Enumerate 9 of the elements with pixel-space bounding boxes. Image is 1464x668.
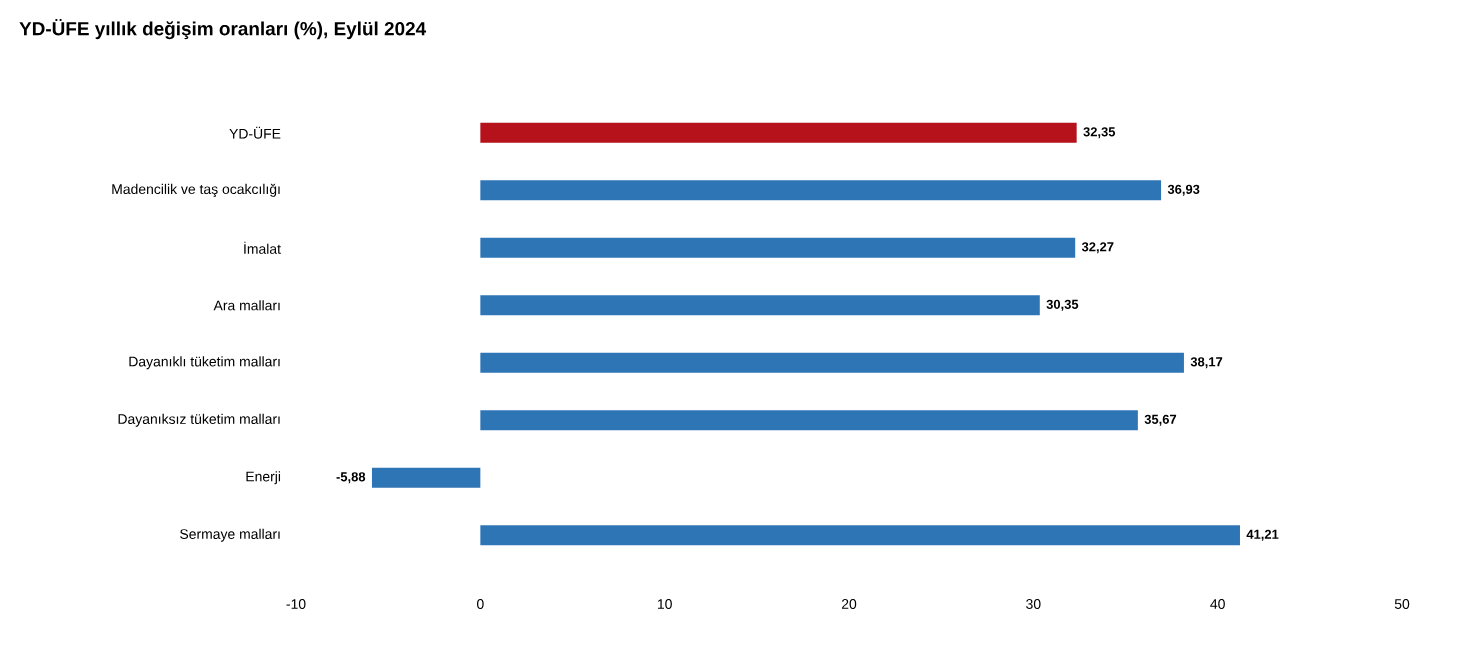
bar (480, 295, 1040, 316)
bar (480, 525, 1240, 546)
bar (480, 352, 1184, 373)
chart-title: YD-ÜFE yıllık değişim oranları (%), Eylül 2024 (19, 19, 427, 40)
bar (480, 180, 1162, 201)
bar (371, 467, 481, 488)
bar (480, 410, 1138, 431)
bar (480, 122, 1077, 143)
bar (480, 237, 1076, 258)
